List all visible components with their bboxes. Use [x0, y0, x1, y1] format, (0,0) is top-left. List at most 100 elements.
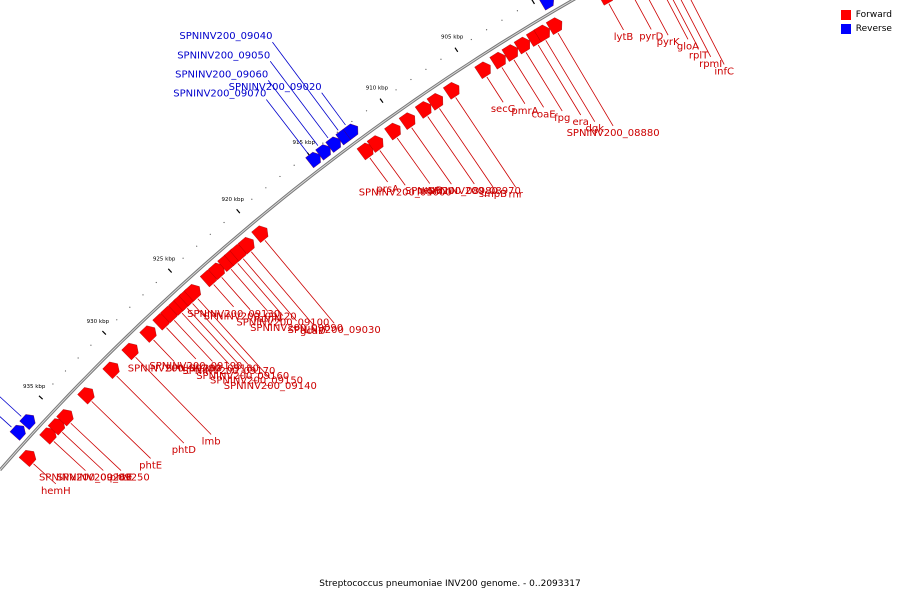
- label-leader: [396, 137, 431, 184]
- gene-label: coaE: [532, 109, 556, 120]
- forward-gene[interactable]: [384, 122, 401, 141]
- forward-gene[interactable]: [545, 17, 563, 35]
- label-leader: [116, 375, 185, 444]
- label-leader: [33, 463, 57, 485]
- forward-swatch: [840, 10, 851, 20]
- label-leader: [91, 401, 151, 459]
- reverse-gene[interactable]: [342, 123, 359, 140]
- gene-label: SPNINV200_09020: [229, 82, 322, 93]
- gene-label: SPNINV200_09170: [182, 366, 275, 377]
- tick-mark: [379, 98, 384, 104]
- minor-tick: [293, 164, 295, 166]
- forward-gene[interactable]: [18, 450, 37, 468]
- label-leader: [173, 320, 213, 362]
- label-leader: [672, 0, 699, 49]
- forward-gene[interactable]: [121, 342, 139, 361]
- minor-tick: [485, 29, 488, 31]
- forward-gene[interactable]: [237, 237, 255, 255]
- gene-label: SPNINV200_09180: [166, 363, 259, 374]
- gene-label: rpmI: [699, 59, 722, 70]
- forward-gene[interactable]: [414, 101, 432, 119]
- label-leader: [242, 258, 297, 322]
- tick-mark: [38, 395, 44, 400]
- minor-tick: [365, 110, 368, 112]
- gene-label: SPNINV200_09090: [250, 323, 343, 334]
- forward-gene[interactable]: [489, 51, 506, 70]
- gene-label: pyrK: [657, 37, 680, 48]
- forward-gene[interactable]: [39, 427, 57, 445]
- label-leader: [269, 61, 329, 139]
- gene-label: SPNINV200_08980: [405, 186, 498, 197]
- minor-tick: [209, 233, 211, 235]
- label-leader: [153, 339, 175, 362]
- gene-label: rplT: [689, 50, 709, 61]
- gene-features: [9, 0, 613, 468]
- minor-tick: [196, 245, 198, 247]
- minor-tick: [182, 257, 184, 259]
- forward-gene[interactable]: [366, 135, 384, 153]
- forward-gene[interactable]: [442, 82, 460, 100]
- label-leader: [501, 67, 526, 104]
- gene-label: SPNINV200_09000: [359, 187, 452, 198]
- label-leader: [251, 251, 314, 325]
- forward-gene[interactable]: [183, 284, 201, 302]
- label-leader: [62, 432, 104, 471]
- gene-label: pyrD: [639, 31, 663, 42]
- forward-gene[interactable]: [102, 361, 120, 380]
- forward-gene[interactable]: [47, 418, 66, 436]
- gene-label: gcaD: [300, 326, 326, 337]
- legend-reverse: Reverse: [840, 22, 892, 36]
- tick-mark: [101, 330, 107, 335]
- forward-gene[interactable]: [501, 44, 518, 62]
- reverse-gene[interactable]: [315, 144, 331, 161]
- reverse-swatch: [840, 24, 851, 34]
- forward-gene[interactable]: [398, 112, 416, 130]
- forward-gene[interactable]: [207, 262, 225, 281]
- label-leader: [321, 92, 346, 126]
- label-leader: [369, 157, 388, 183]
- reverse-gene[interactable]: [9, 424, 26, 441]
- forward-gene[interactable]: [77, 387, 95, 405]
- tick-label: 915 kbp: [293, 140, 316, 146]
- reverse-gene[interactable]: [325, 136, 341, 153]
- tick-mark: [531, 0, 535, 5]
- gene-label: phtD: [172, 445, 197, 456]
- minor-tick: [52, 383, 54, 385]
- minor-tick: [77, 357, 79, 359]
- forward-gene[interactable]: [597, 0, 613, 6]
- minor-tick: [251, 198, 253, 200]
- forward-gene[interactable]: [139, 325, 157, 343]
- gene-label: SPNINV200_08970: [428, 186, 521, 197]
- legend-forward-label: Forward: [855, 10, 892, 20]
- gene-label: hemH: [41, 486, 71, 497]
- minor-tick: [410, 78, 412, 81]
- label-leader: [166, 327, 197, 360]
- tick-mark: [236, 208, 241, 214]
- gene-label: SPNINV200_09150: [210, 376, 303, 387]
- label-leader: [266, 99, 309, 154]
- label-leader: [221, 277, 251, 310]
- forward-gene[interactable]: [474, 61, 491, 80]
- forward-gene[interactable]: [426, 93, 444, 111]
- reverse-gene[interactable]: [19, 414, 36, 431]
- label-leader: [557, 32, 614, 127]
- forward-gene[interactable]: [56, 409, 74, 427]
- gene-label: dgk: [586, 124, 605, 135]
- gene-label: fpg: [554, 113, 570, 124]
- reverse-gene[interactable]: [305, 151, 321, 169]
- reverse-gene[interactable]: [539, 0, 554, 11]
- gene-label: SPNINV200_09200: [128, 364, 221, 375]
- label-leader: [680, 0, 712, 57]
- tick-label: 925 kbp: [153, 257, 176, 263]
- label-leader: [690, 0, 725, 65]
- forward-gene[interactable]: [533, 24, 550, 43]
- gene-label: pmrA: [511, 106, 538, 117]
- forward-gene[interactable]: [251, 225, 269, 243]
- gene-label: infC: [714, 66, 734, 77]
- forward-gene[interactable]: [513, 36, 530, 55]
- label-leader: [0, 396, 22, 417]
- label-leader: [197, 298, 271, 380]
- forward-gene[interactable]: [356, 142, 374, 161]
- tick-label: 920 kbp: [222, 197, 245, 203]
- label-leader: [379, 150, 406, 186]
